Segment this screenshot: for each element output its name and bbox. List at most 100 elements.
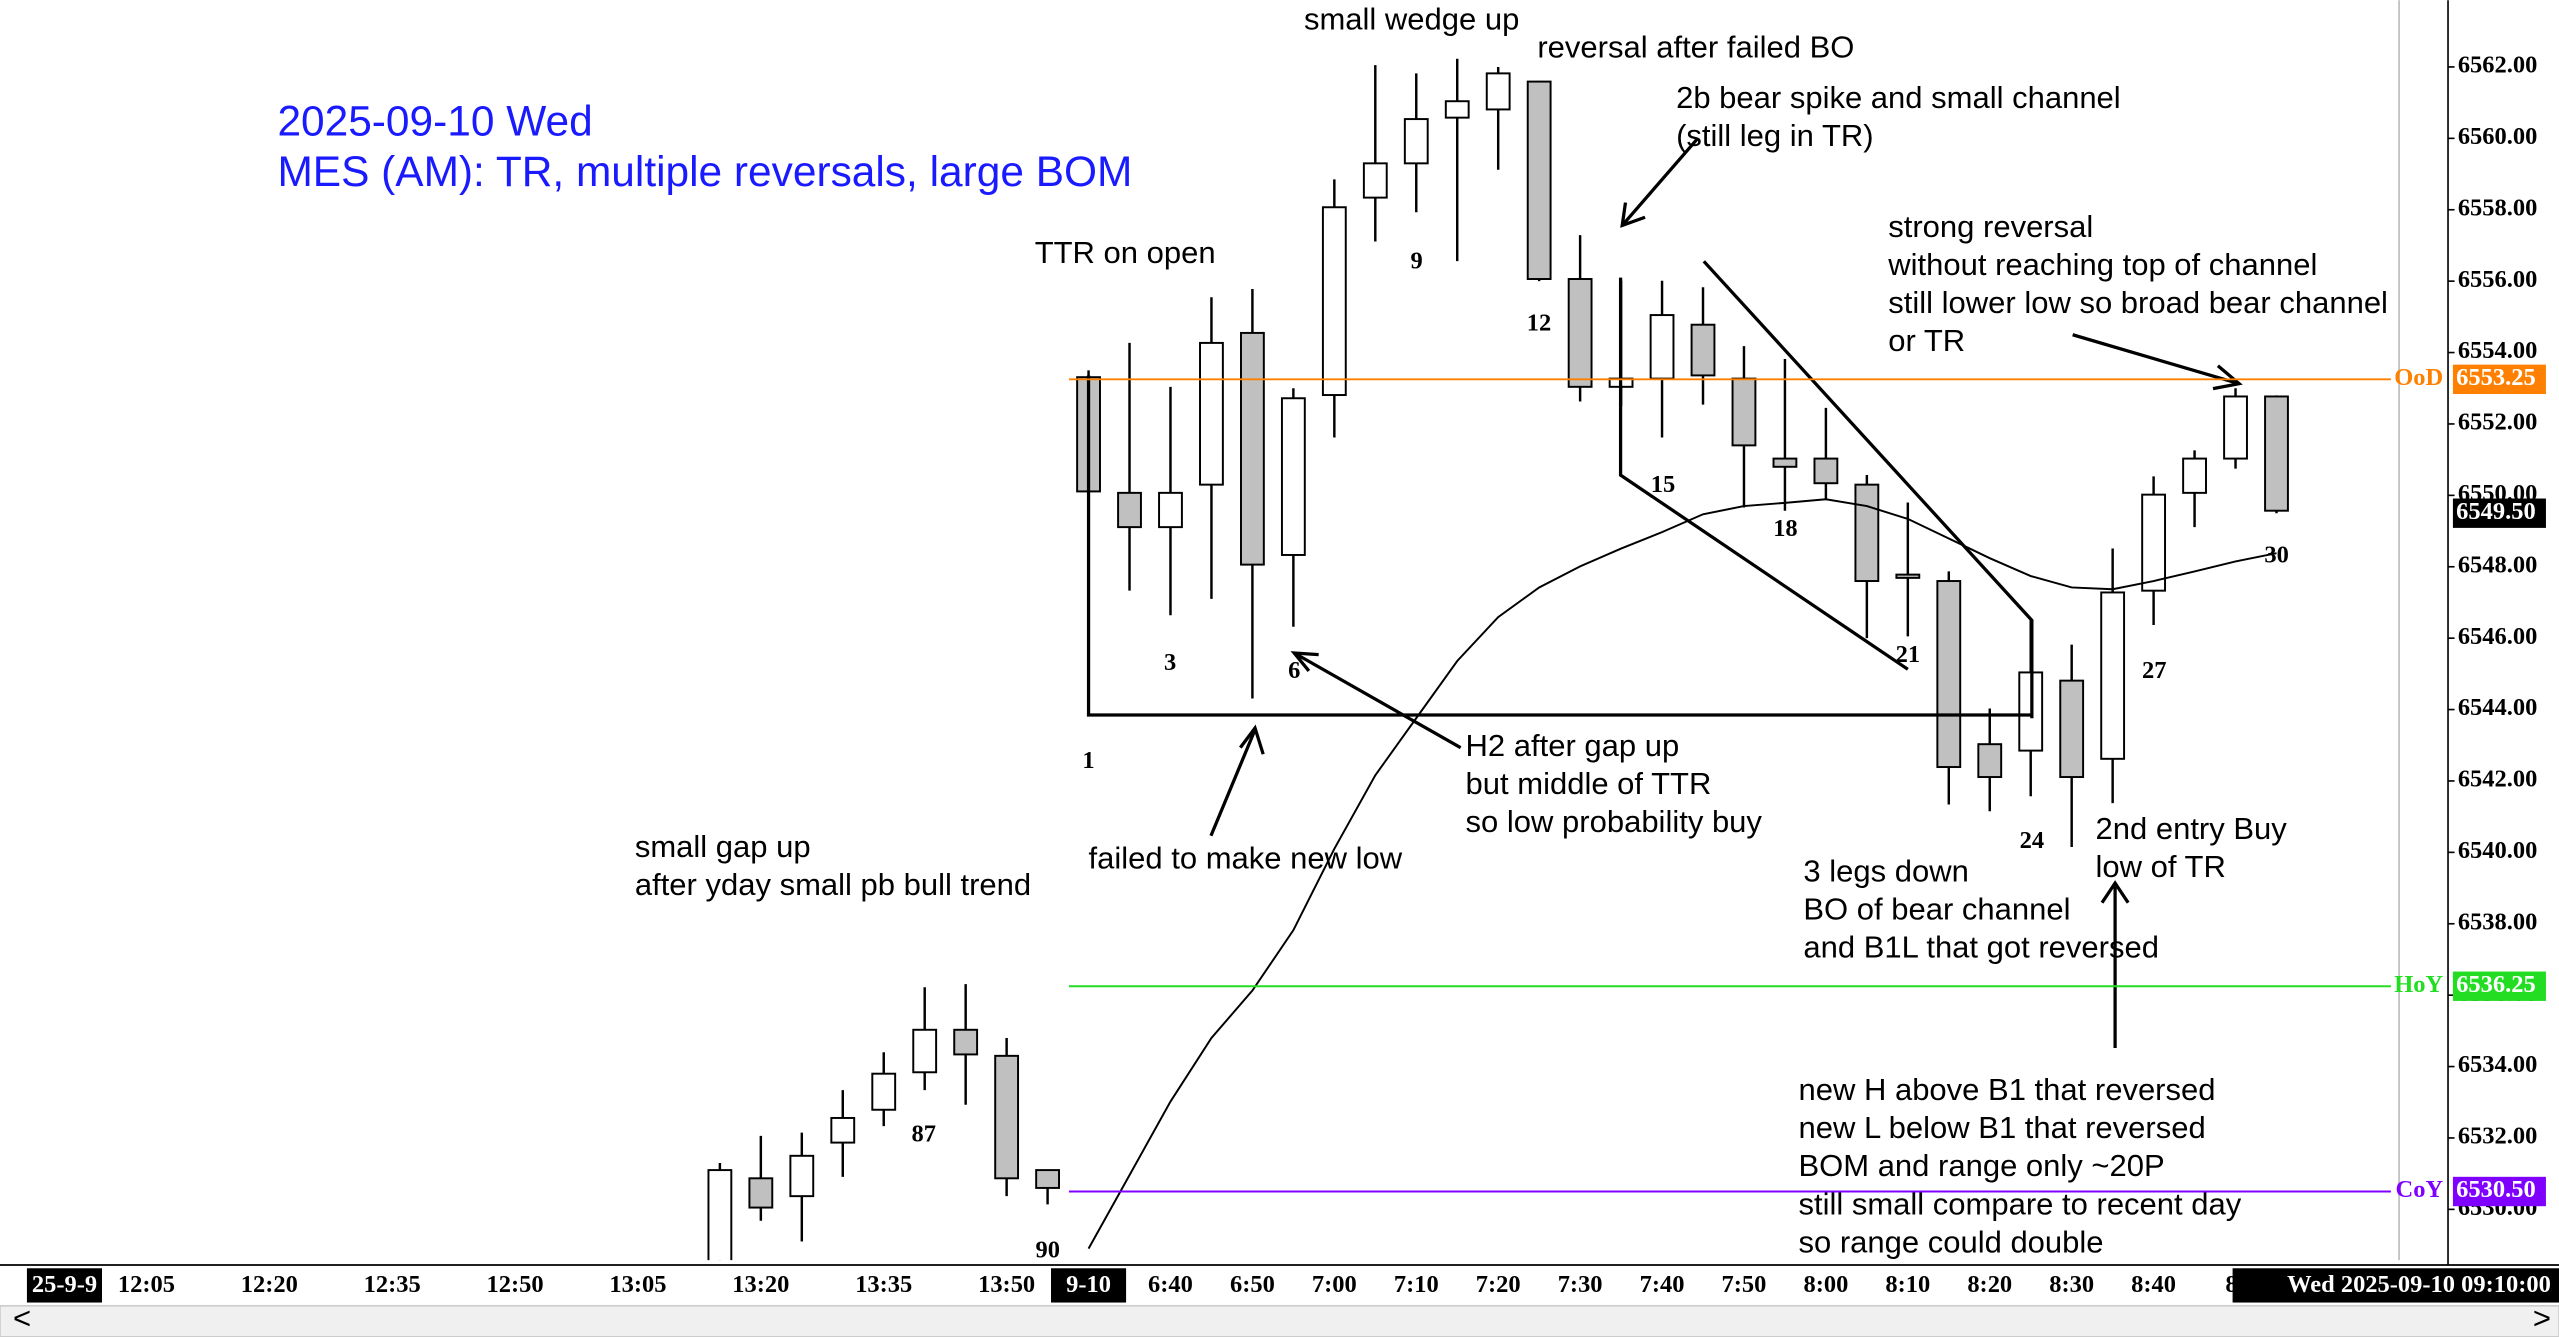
- bar-number: 3: [1164, 649, 1176, 676]
- annotation: 3 legs down: [1803, 854, 1968, 889]
- x-tick-label: 12:35: [364, 1271, 421, 1298]
- x-tick-label: 25-9-9: [32, 1271, 97, 1298]
- candle-body: [2223, 395, 2248, 460]
- annotation: BO of bear channel: [1803, 892, 2070, 927]
- annotation: but middle of TTR: [1466, 766, 1712, 801]
- x-tick-label: 7:30: [1558, 1271, 1603, 1298]
- arrowhead: [1239, 724, 1265, 755]
- bar-number: 18: [1773, 515, 1797, 542]
- annotation: still lower low so broad bear channel: [1888, 285, 2388, 320]
- candle-body: [1403, 118, 1429, 165]
- x-tick-label: 7:10: [1394, 1271, 1439, 1298]
- chart-subtitle: MES (AM): TR, multiple reversals, large …: [277, 148, 1132, 195]
- candle-body: [1649, 314, 1675, 380]
- y-tick-label: 6546.00: [2458, 623, 2538, 650]
- candle-body: [1158, 491, 1183, 529]
- candle-body: [1690, 323, 1716, 377]
- candle-body: [748, 1177, 774, 1209]
- candle-body: [1035, 1169, 1060, 1189]
- x-tick-label: 6:40: [1148, 1271, 1193, 1298]
- scroll-right[interactable]: >: [2533, 1301, 2551, 1336]
- candle-body: [1895, 573, 1921, 579]
- annotation: and B1L that got reversed: [1803, 930, 2159, 965]
- arrow: [1620, 137, 1699, 227]
- y-tick-label: 6538.00: [2458, 908, 2538, 935]
- annotation: new H above B1 that reversed: [1798, 1072, 2215, 1107]
- annotation: or TR: [1888, 323, 1965, 358]
- candle-body: [1813, 457, 1839, 485]
- candle-body: [1567, 278, 1593, 388]
- bar-number: 87: [911, 1121, 935, 1148]
- annotation: so low probability buy: [1466, 804, 1763, 839]
- annotation: H2 after gap up: [1466, 728, 1680, 763]
- bar-number: 6: [1288, 657, 1300, 684]
- annotation: (still leg in TR): [1676, 118, 1874, 153]
- date-box: [2232, 1268, 2559, 1303]
- scroll-left[interactable]: <: [13, 1301, 31, 1336]
- bar-number: 9: [1410, 248, 1422, 275]
- candle-body: [1977, 743, 2003, 779]
- level-value: 6536.25: [2456, 971, 2536, 998]
- x-tick-label: 8:20: [1967, 1271, 2012, 1298]
- candle-body: [912, 1028, 938, 1074]
- arrow: [1293, 651, 1462, 750]
- annotation: strong reversal: [1888, 209, 2093, 244]
- y-tick-label: 6544.00: [2458, 694, 2538, 721]
- bar-number: 21: [1896, 641, 1920, 668]
- x-tick-label: 8:40: [2131, 1271, 2176, 1298]
- candle-body: [1772, 457, 1798, 468]
- bar-number: 90: [1036, 1237, 1060, 1264]
- x-tick-label: 8:00: [1803, 1271, 1848, 1298]
- y-tick-label: 6552.00: [2458, 409, 2538, 436]
- x-tick-label: 12:20: [241, 1271, 298, 1298]
- candle-body: [707, 1169, 733, 1261]
- y-tick-label: 6534.00: [2458, 1051, 2538, 1078]
- bar-number: 30: [2264, 541, 2288, 568]
- bar-number: 12: [1527, 310, 1551, 337]
- x-tick-label: 13:20: [732, 1271, 789, 1298]
- annotation: reversal after failed BO: [1537, 29, 1854, 64]
- x-tick-label: 13:05: [609, 1271, 666, 1298]
- y-tick-label: 6548.00: [2458, 551, 2538, 578]
- level-value-box: [2452, 1176, 2546, 1207]
- x-tick-label: 8:30: [2049, 1271, 2094, 1298]
- bar-number: 27: [2142, 657, 2166, 684]
- channel-line: [1702, 260, 2034, 719]
- candle-body: [2141, 493, 2167, 592]
- candle-body: [1936, 580, 1962, 769]
- level-name: OoD: [2394, 364, 2443, 391]
- candle-body: [1444, 100, 1470, 119]
- scrollbar[interactable]: [0, 1304, 2559, 1337]
- candle-body: [830, 1116, 856, 1144]
- y-tick-label: 6540.00: [2458, 837, 2538, 864]
- y-tick-label: 6556.00: [2458, 266, 2538, 293]
- candle-body: [1117, 491, 1142, 529]
- candle-body: [789, 1154, 815, 1198]
- x-tick-label: 8:: [2225, 1271, 2245, 1298]
- candle-body: [1240, 331, 1265, 566]
- moving-average: [1087, 498, 2277, 1250]
- annotation: low of TR: [2096, 849, 2226, 884]
- x-tick-label: 6:50: [1230, 1271, 1275, 1298]
- candle-body: [953, 1028, 979, 1056]
- y-tick-label: 6560.00: [2458, 123, 2538, 150]
- annotation: TTR on open: [1035, 235, 1216, 270]
- tr-box: [1086, 375, 2032, 717]
- annotation: failed to make new low: [1089, 840, 1403, 875]
- date-label: Wed 2025-09-10 09:10:00: [2287, 1271, 2551, 1298]
- candle-body: [1321, 206, 1347, 397]
- candle-body: [1199, 341, 1224, 486]
- y-tick-label: 6532.00: [2458, 1123, 2538, 1150]
- y-tick-label: 6554.00: [2458, 337, 2538, 364]
- y-tick-label: 6558.00: [2458, 194, 2538, 221]
- x-tick-label: 13:35: [855, 1271, 912, 1298]
- x-tick-highlight: [26, 1268, 103, 1303]
- arrowhead: [1290, 651, 1319, 672]
- x-tick-highlight: [1051, 1268, 1127, 1303]
- candle-body: [1854, 483, 1880, 583]
- annotation: so range could double: [1798, 1224, 2103, 1259]
- drawings: [1086, 137, 2243, 1048]
- candle-body: [2100, 591, 2126, 760]
- arrow: [2072, 333, 2240, 386]
